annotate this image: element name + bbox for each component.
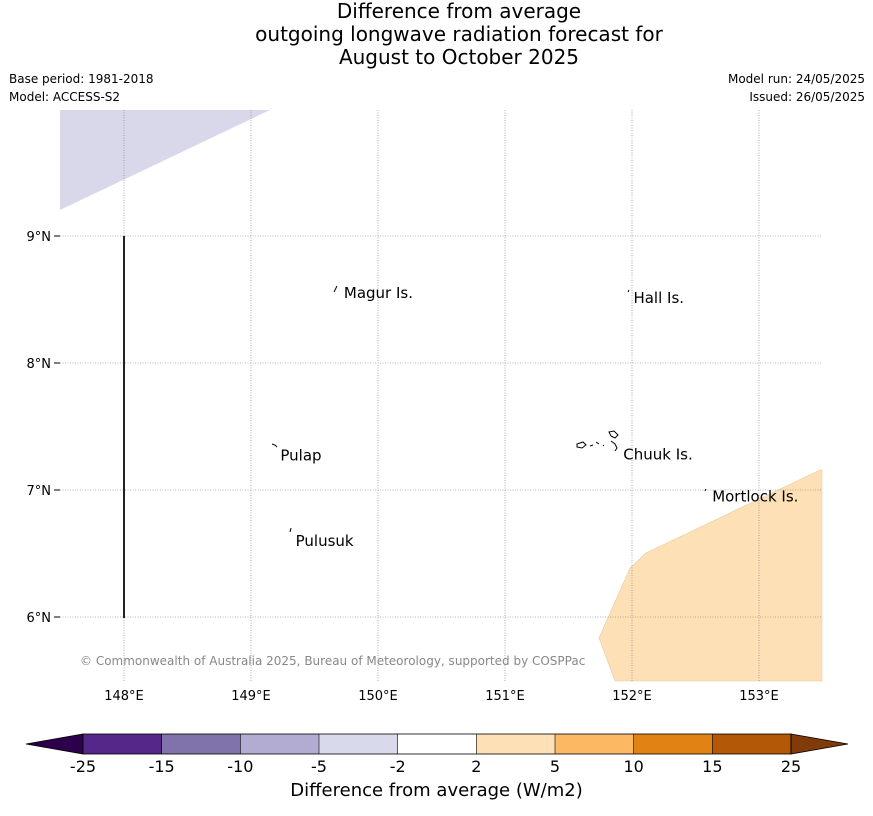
- hall-island-shape: [627, 289, 630, 293]
- colorbar-swatch-7: [633, 734, 713, 754]
- place-label-5: Pulusuk: [296, 532, 354, 550]
- colorbar-swatch-1: [161, 734, 241, 754]
- title-line-1: Difference from average: [336, 0, 582, 23]
- lat-label-2: 7°N: [27, 484, 52, 499]
- mortlock-island-shape: [704, 488, 707, 492]
- issued-date: Issued: 26/05/2025: [749, 90, 865, 104]
- meta-left: Base period: 1981-2018 Model: ACCESS-S2: [9, 70, 154, 106]
- longitude-labels: 148°E 149°E 150°E 151°E 152°E 153°E: [104, 689, 779, 704]
- lon-label-0: 148°E: [104, 689, 144, 704]
- base-period: Base period: 1981-2018: [9, 72, 154, 86]
- lat-label-3: 6°N: [27, 611, 52, 626]
- place-label-2: Pulap: [280, 447, 321, 465]
- colorbar-title: Difference from average (W/m2): [290, 780, 583, 801]
- lat-label-1: 8°N: [27, 357, 52, 372]
- colorbar-swatch-3: [319, 734, 398, 754]
- colorbar-tick-label-7: 10: [623, 757, 643, 776]
- pulusuk-island-shape: [289, 527, 292, 533]
- colorbar-tick-label-3: -5: [311, 757, 327, 776]
- colorbar-swatch-6: [555, 734, 634, 754]
- pulap-island-shape: [271, 443, 278, 448]
- chuuk-lagoon-islands: [576, 430, 619, 452]
- title-line-2: outgoing longwave radiation forecast for: [255, 22, 663, 46]
- colorbar-swatch-2: [240, 734, 319, 754]
- place-label-3: Chuuk Is.: [623, 445, 692, 463]
- place-labels: Magur Is. Hall Is. Pulap Chuuk Is. Mortlock …: [280, 284, 798, 550]
- map-area: Magur Is. Hall Is. Pulap Chuuk Is. Mortlock …: [60, 110, 823, 682]
- magur-island-shape: [333, 285, 338, 293]
- lat-label-0: 9°N: [27, 230, 52, 245]
- model-run: Model run: 24/05/2025: [727, 72, 865, 86]
- map-title: Difference from average outgoing longwav…: [0, 0, 873, 69]
- place-label-0: Magur Is.: [344, 284, 413, 302]
- colorbar-swatch-4: [397, 734, 477, 754]
- colorbar-extend-high: [790, 733, 849, 755]
- colorbar-swatch-5: [476, 734, 555, 754]
- lon-label-3: 151°E: [485, 689, 525, 704]
- colorbar: -25 -15 -10 -5 -2 2 5 10 15 25: [25, 733, 849, 776]
- colorbar-tick-label-1: -15: [149, 757, 175, 776]
- positive-anomaly-region: [598, 469, 823, 682]
- lon-label-2: 150°E: [358, 689, 398, 704]
- colorbar-tick-label-4: -2: [390, 757, 406, 776]
- colorbar-extend-low: [25, 733, 84, 755]
- negative-anomaly-region: [60, 110, 270, 210]
- copyright-notice: © Commonwealth of Australia 2025, Bureau…: [80, 654, 585, 668]
- island-outlines: [271, 285, 707, 533]
- title-line-3: August to October 2025: [338, 45, 580, 69]
- colorbar-tick-label-2: -10: [227, 757, 253, 776]
- meta-right: Model run: 24/05/2025 Issued: 26/05/2025: [728, 70, 865, 106]
- colorbar-tick-label-9: 25: [781, 757, 801, 776]
- latitude-labels: 9°N 8°N 7°N 6°N: [27, 230, 60, 626]
- colorbar-tick-label-6: 5: [550, 757, 560, 776]
- colorbar-swatch-0: [83, 734, 162, 754]
- lon-label-1: 149°E: [231, 689, 271, 704]
- colorbar-swatch-8: [712, 734, 791, 754]
- colorbar-tick-label-5: 2: [471, 757, 481, 776]
- model-name: Model: ACCESS-S2: [9, 90, 121, 104]
- colorbar-tick-label-8: 15: [702, 757, 722, 776]
- place-label-1: Hall Is.: [633, 289, 684, 307]
- lon-label-5: 153°E: [739, 689, 779, 704]
- lon-label-4: 152°E: [612, 689, 652, 704]
- place-label-4: Mortlock Is.: [712, 487, 798, 505]
- colorbar-tick-label-0: -25: [70, 757, 96, 776]
